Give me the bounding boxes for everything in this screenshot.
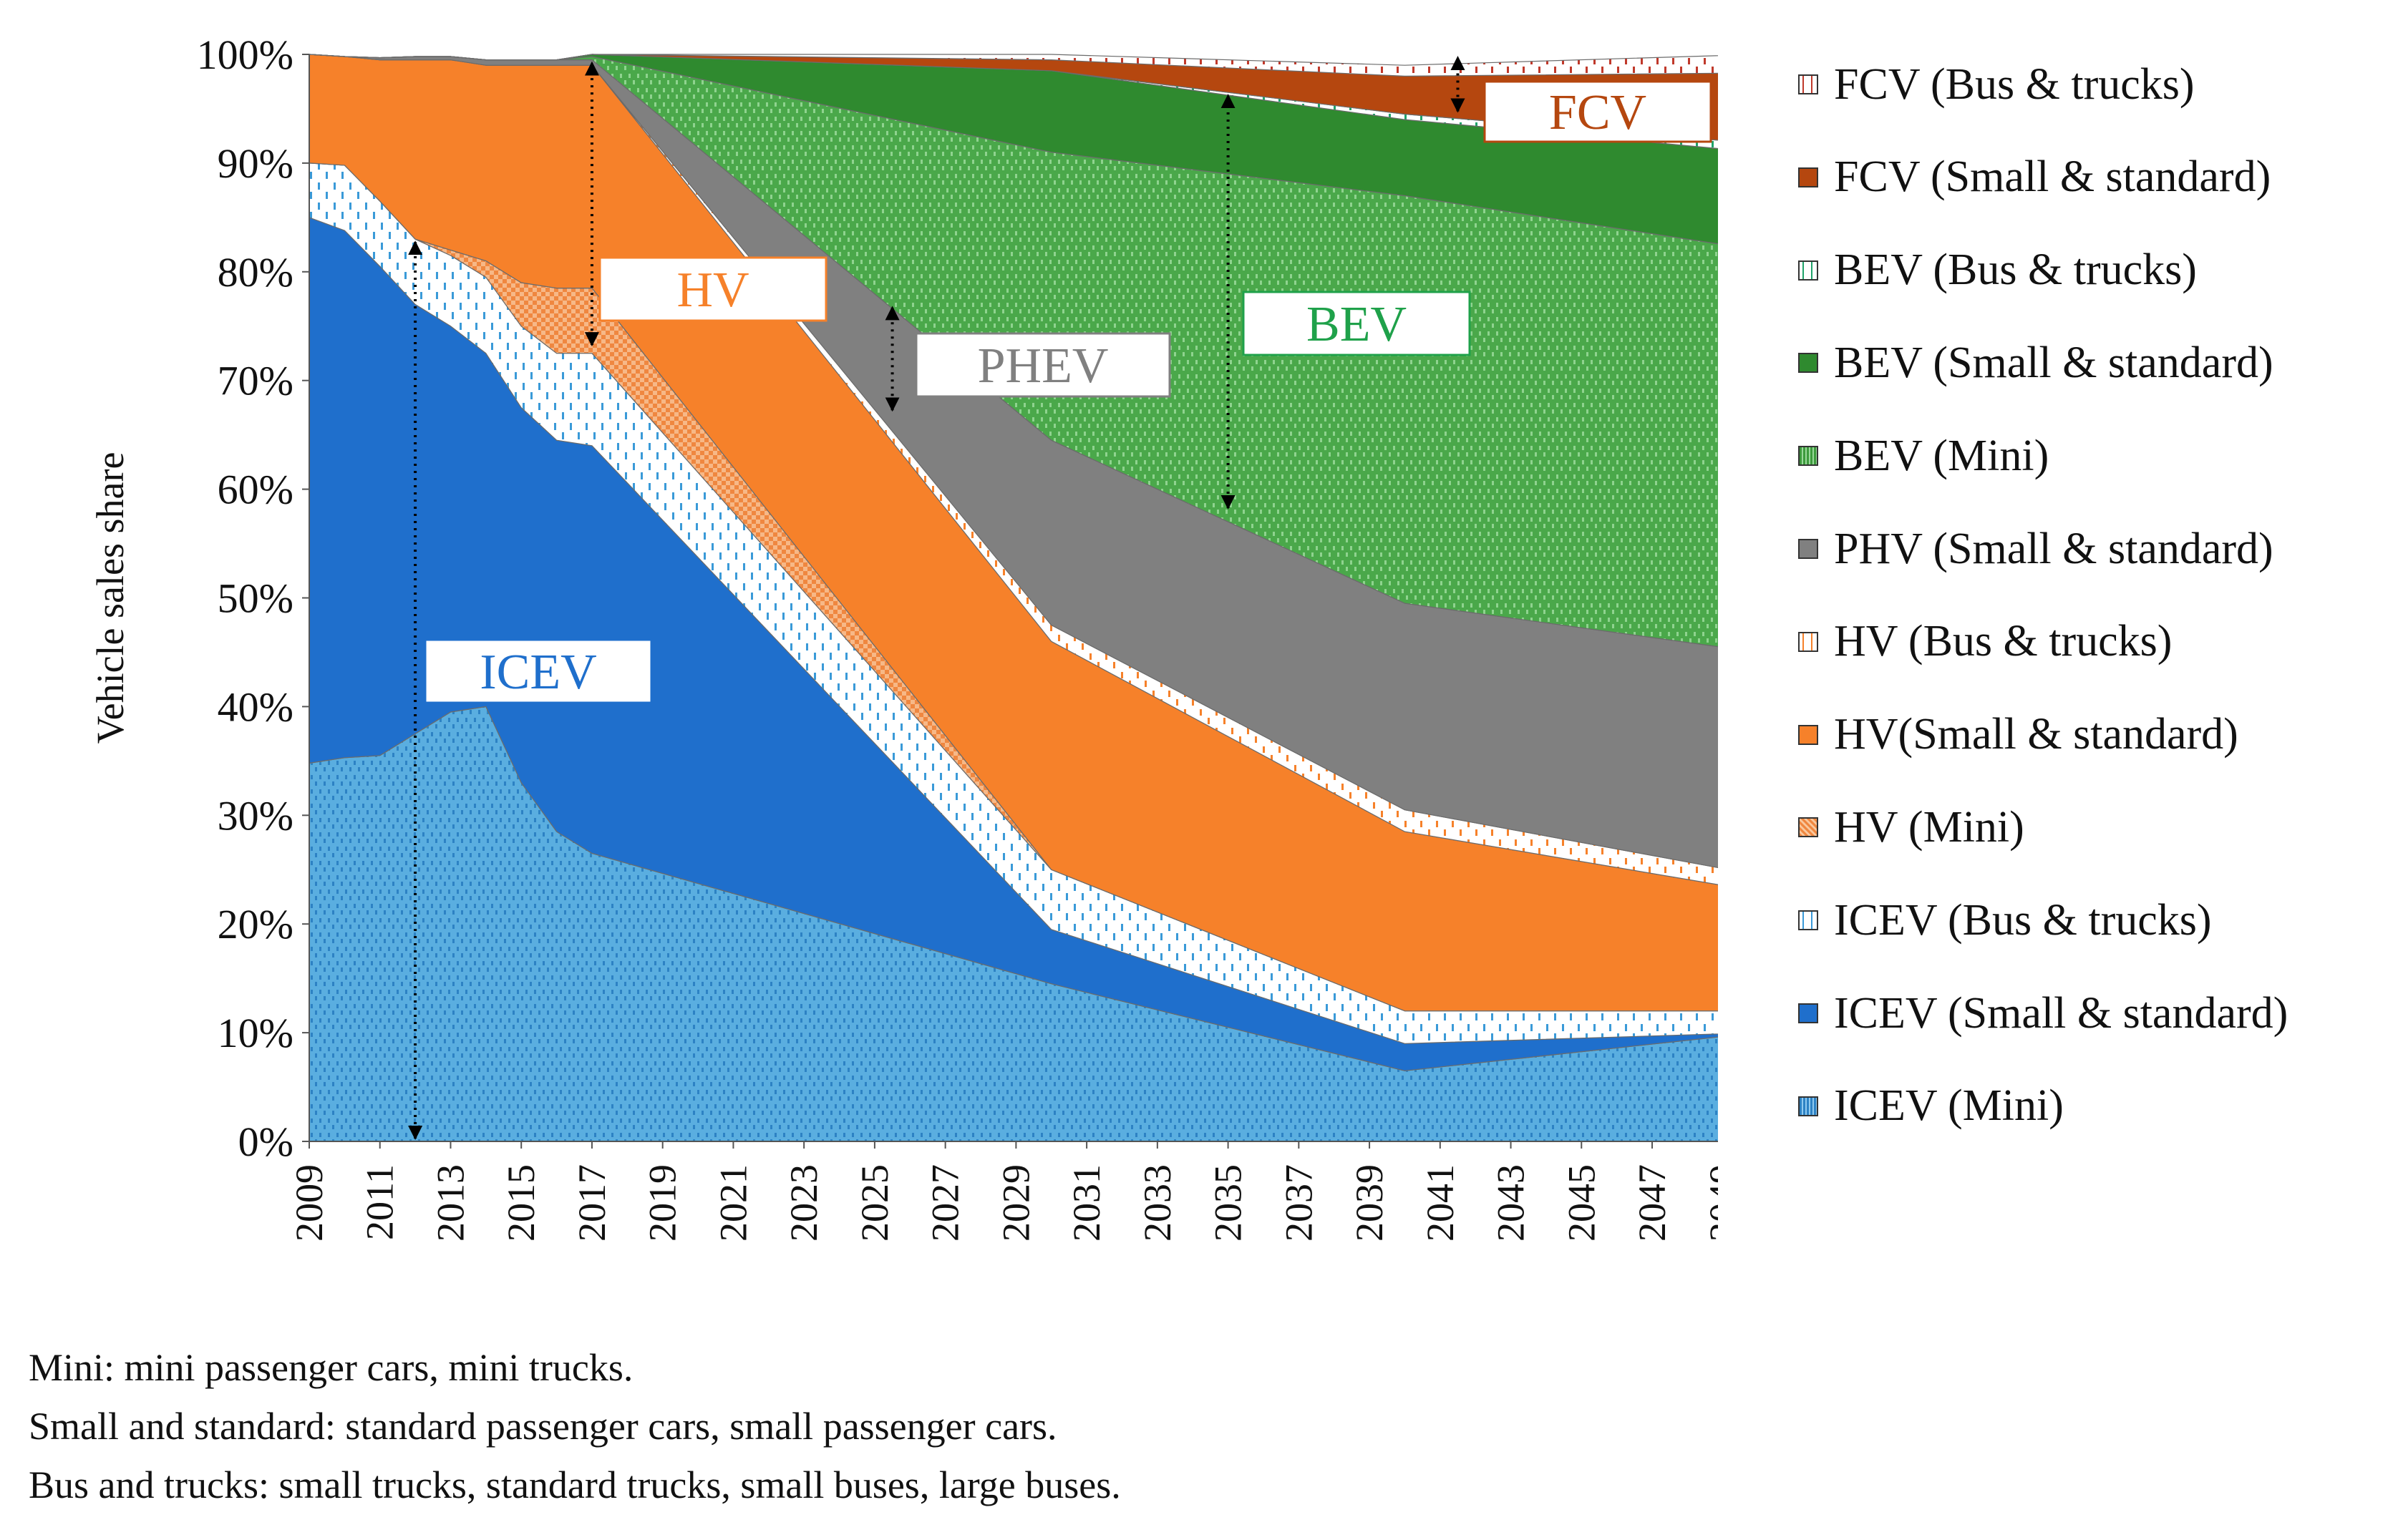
legend-label: HV (Bus & trucks)	[1834, 617, 2173, 666]
stacked-area-chart: 0% 10% 20% 30% 40% 50% 60% 70% 80% 90% 100% 2009 201…	[89, 31, 1718, 1242]
y-tick-label: 90%	[218, 140, 293, 187]
x-tick-label: 2013	[429, 1164, 472, 1242]
legend-swatch	[1798, 1096, 1818, 1116]
legend-item-bev-small-standard: BEV (Small & standard)	[1798, 334, 2273, 391]
legend-label: HV (Mini)	[1834, 802, 2024, 852]
x-tick-label: 2011	[359, 1164, 402, 1240]
legend-label: FCV (Bus & trucks)	[1834, 59, 2195, 109]
legend-swatch	[1798, 446, 1818, 467]
y-tick-label: 20%	[218, 901, 293, 947]
y-tick-label: 0%	[238, 1119, 293, 1165]
y-tick-label: 80%	[218, 249, 293, 296]
x-tick-label: 2025	[853, 1164, 896, 1242]
legend-item-icev-small-standard: ICEV (Small & standard)	[1798, 985, 2288, 1042]
x-tick-label: 2021	[712, 1164, 754, 1242]
legend-label: ICEV (Small & standard)	[1834, 988, 2288, 1038]
legend-label: PHV (Small & standard)	[1834, 524, 2273, 573]
legend-item-icev-bus-trucks: ICEV (Bus & trucks)	[1798, 892, 2212, 949]
x-tick-label: 2015	[500, 1164, 543, 1242]
x-tick-label: 2031	[1065, 1164, 1108, 1242]
annotation-label-fcv: FCV	[1549, 85, 1646, 140]
note-bus-trucks: Bus and trucks: small trucks, standard t…	[29, 1463, 1121, 1506]
legend-swatch	[1798, 74, 1818, 94]
x-tick-label: 2017	[571, 1164, 613, 1242]
legend-item-icev-mini: ICEV (Mini)	[1798, 1078, 2064, 1135]
x-tick-label: 2047	[1631, 1164, 1674, 1242]
annotation-box-icev	[424, 638, 653, 704]
area-fcv-bus-trucks	[309, 54, 1718, 77]
y-axis-title: Vehicle sales share	[89, 452, 132, 744]
legend-label: ICEV (Mini)	[1834, 1081, 2064, 1131]
annotation-label-phev: PHEV	[978, 338, 1109, 394]
legend-item-phv-small-standard: PHV (Small & standard)	[1798, 520, 2273, 578]
legend-swatch	[1798, 631, 1818, 652]
annotation-label-hv: HV	[676, 263, 749, 318]
legend-swatch	[1798, 724, 1818, 745]
note-small-standard: Small and standard: standard passenger c…	[29, 1405, 1057, 1448]
x-tick-label: 2033	[1136, 1164, 1179, 1242]
legend-swatch	[1798, 353, 1818, 374]
legend-swatch	[1798, 260, 1818, 281]
x-tick-label: 2029	[994, 1164, 1037, 1242]
legend-item-fcv-small-standard: FCV (Small & standard)	[1798, 149, 2271, 206]
annotation-box-phev	[915, 332, 1171, 398]
legend-label: BEV (Bus & trucks)	[1834, 245, 2197, 295]
x-tick-label: 2039	[1348, 1164, 1391, 1242]
legend-label: BEV (Small & standard)	[1834, 338, 2273, 387]
legend-item-bev-mini: BEV (Mini)	[1798, 427, 2049, 484]
legend-label: ICEV (Bus & trucks)	[1834, 895, 2212, 945]
x-tick-label: 2019	[641, 1164, 684, 1242]
note-mini: Mini: mini passenger cars, mini trucks.	[29, 1346, 634, 1389]
annotation-box-fcv	[1483, 80, 1712, 143]
y-tick-label: 10%	[218, 1010, 293, 1056]
y-tick-label: 70%	[218, 358, 293, 404]
y-tick-label: 60%	[218, 467, 293, 513]
legend-item-hv-small-standard: HV(Small & standard)	[1798, 706, 2238, 764]
x-tick-label: 2043	[1490, 1164, 1533, 1242]
legend-item-bev-bus-trucks: BEV (Bus & trucks)	[1798, 242, 2197, 299]
legend-swatch	[1798, 539, 1818, 559]
x-tick-label: 2009	[288, 1164, 331, 1242]
x-tick-label: 2045	[1560, 1164, 1603, 1242]
annotation-label-bev: BEV	[1306, 297, 1407, 352]
x-tick-label: 2049	[1702, 1164, 1718, 1242]
x-tick-label: 2035	[1207, 1164, 1250, 1242]
legend-label: BEV (Mini)	[1834, 431, 2049, 480]
legend-item-hv-bus-trucks: HV (Bus & trucks)	[1798, 613, 2172, 671]
x-tick-label: 2041	[1419, 1164, 1462, 1242]
legend-item-fcv-bus-trucks: FCV (Bus & trucks)	[1798, 56, 2195, 113]
annotation-box-bev	[1242, 291, 1471, 356]
x-tick-label: 2027	[924, 1164, 967, 1242]
y-tick-label: 40%	[218, 683, 293, 730]
y-tick-label: 100%	[197, 31, 293, 78]
y-tick-label: 50%	[218, 575, 293, 622]
legend-swatch	[1798, 817, 1818, 838]
legend-label: FCV (Small & standard)	[1834, 152, 2271, 202]
y-tick-label: 30%	[218, 792, 293, 839]
footnotes: Mini: mini passenger cars, mini trucks. …	[29, 1338, 1121, 1514]
legend-item-hv-mini: HV (Mini)	[1798, 799, 2024, 856]
x-tick-label: 2023	[782, 1164, 825, 1242]
x-tick-label: 2037	[1277, 1164, 1320, 1242]
annotation-box-hv	[598, 256, 827, 322]
annotation-label-icev: ICEV	[480, 645, 596, 700]
legend-label: HV(Small & standard)	[1834, 710, 2238, 759]
legend-swatch	[1798, 910, 1818, 931]
legend-swatch	[1798, 167, 1818, 187]
legend-swatch	[1798, 1003, 1818, 1023]
